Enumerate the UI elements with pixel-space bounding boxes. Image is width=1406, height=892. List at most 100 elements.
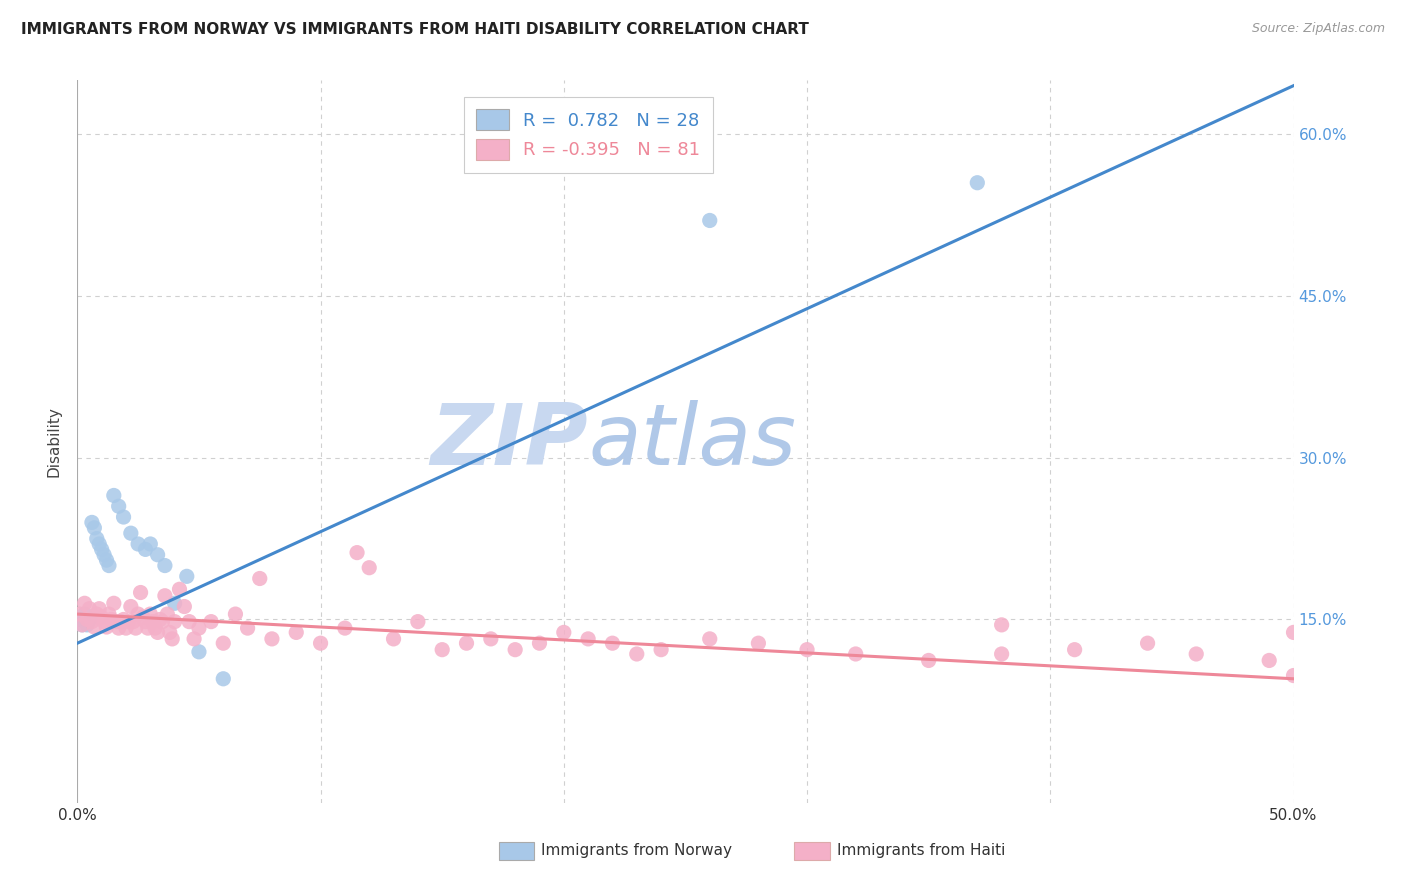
Text: Immigrants from Norway: Immigrants from Norway	[541, 844, 733, 858]
Point	[69, 607, 91, 621]
Point	[90, 610, 112, 624]
Point	[100, 612, 122, 626]
Point	[990, 647, 1012, 661]
Point	[83, 521, 105, 535]
Point	[249, 572, 271, 586]
Point	[200, 615, 222, 629]
Point	[117, 615, 139, 629]
Point	[650, 642, 672, 657]
Point	[188, 621, 211, 635]
Point	[86, 532, 108, 546]
Legend: R =  0.782   N = 28, R = -0.395   N = 81: R = 0.782 N = 28, R = -0.395 N = 81	[464, 96, 713, 172]
Point	[1063, 642, 1085, 657]
Point	[212, 672, 235, 686]
Point	[152, 615, 174, 629]
Point	[159, 625, 181, 640]
Point	[845, 647, 868, 661]
Point	[142, 615, 165, 629]
Point	[456, 636, 478, 650]
Point	[103, 596, 125, 610]
Point	[79, 612, 101, 626]
Point	[699, 213, 721, 227]
Point	[127, 537, 149, 551]
Point	[796, 642, 818, 657]
Point	[136, 621, 159, 635]
Point	[212, 636, 235, 650]
Point	[153, 558, 176, 573]
Text: atlas: atlas	[588, 400, 796, 483]
Point	[96, 620, 118, 634]
Point	[139, 607, 162, 621]
Point	[156, 607, 179, 621]
Point	[73, 607, 96, 621]
Point	[576, 632, 599, 646]
Point	[107, 500, 129, 514]
Point	[236, 621, 259, 635]
Point	[1185, 647, 1208, 661]
Point	[503, 642, 526, 657]
Point	[285, 625, 308, 640]
Point	[346, 546, 368, 560]
Point	[163, 596, 186, 610]
Point	[120, 599, 142, 614]
Point	[966, 176, 988, 190]
Point	[79, 601, 101, 615]
Point	[86, 607, 108, 621]
Point	[260, 632, 283, 646]
Point	[479, 632, 502, 646]
Point	[173, 599, 195, 614]
Point	[747, 636, 769, 650]
Point	[103, 488, 125, 502]
Point	[129, 585, 152, 599]
Point	[112, 612, 135, 626]
Point	[626, 647, 648, 661]
Point	[134, 542, 156, 557]
Y-axis label: Disability: Disability	[46, 406, 62, 477]
Point	[93, 548, 115, 562]
Point	[1136, 636, 1159, 650]
Point	[529, 636, 551, 650]
Point	[143, 621, 166, 635]
Point	[169, 582, 191, 597]
Point	[309, 636, 332, 650]
Point	[80, 516, 103, 530]
Point	[146, 625, 169, 640]
Point	[406, 615, 429, 629]
Point	[176, 569, 198, 583]
Point	[132, 610, 155, 624]
Point	[112, 510, 135, 524]
Point	[990, 618, 1012, 632]
Text: Immigrants from Haiti: Immigrants from Haiti	[837, 844, 1005, 858]
Point	[1282, 668, 1305, 682]
Point	[333, 621, 356, 635]
Point	[107, 621, 129, 635]
Point	[105, 615, 128, 629]
Point	[93, 615, 115, 629]
Point	[90, 542, 112, 557]
Point	[89, 601, 111, 615]
Point	[89, 537, 111, 551]
Point	[553, 625, 575, 640]
Point	[70, 618, 93, 632]
Point	[115, 621, 138, 635]
Point	[1258, 653, 1281, 667]
Point	[127, 607, 149, 621]
Point	[382, 632, 405, 646]
Point	[96, 553, 118, 567]
Point	[224, 607, 246, 621]
Point	[163, 615, 186, 629]
Point	[188, 645, 211, 659]
Point	[430, 642, 453, 657]
Point	[918, 653, 941, 667]
Point	[153, 589, 176, 603]
Point	[97, 607, 120, 621]
Point	[179, 615, 201, 629]
Point	[146, 548, 169, 562]
Text: Source: ZipAtlas.com: Source: ZipAtlas.com	[1251, 22, 1385, 36]
Point	[83, 620, 105, 634]
Text: ZIP: ZIP	[430, 400, 588, 483]
Point	[76, 618, 98, 632]
Point	[149, 612, 172, 626]
Point	[80, 615, 103, 629]
Point	[69, 612, 91, 626]
